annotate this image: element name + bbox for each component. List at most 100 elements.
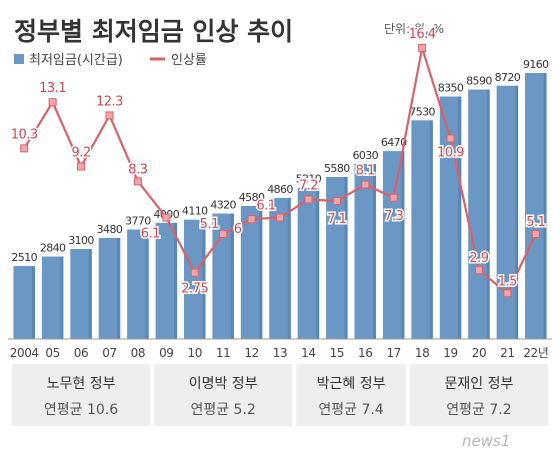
rate-marker [474, 266, 483, 275]
x-tick-label: 07 [102, 346, 116, 360]
rate-marker [503, 289, 512, 298]
bar [98, 237, 121, 339]
rate-marker [105, 111, 114, 120]
government-average: 연평균 5.2 [190, 402, 255, 418]
rate-marker [219, 230, 228, 238]
bar [13, 266, 35, 339]
rate-label: 5.1 [200, 217, 219, 232]
rate-label: 8.3 [128, 162, 147, 177]
bar-shade [287, 197, 291, 339]
bar-shade [429, 120, 433, 339]
rate-label: 6.1 [141, 227, 160, 242]
bar [70, 248, 92, 339]
bar-value-label: 3100 [68, 234, 94, 247]
government-average: 연평균 7.4 [318, 402, 383, 418]
rate-label: 10.3 [11, 127, 38, 142]
bar [297, 187, 320, 339]
bar [326, 176, 348, 339]
legend-bar-label: 최저임금(시간급) [29, 53, 123, 68]
government-panels [12, 364, 548, 426]
bar-shade [88, 248, 92, 339]
bar [155, 222, 178, 339]
bar [411, 120, 433, 339]
rate-label: 6.1 [256, 199, 275, 214]
bar-value-label: 5210 [296, 173, 322, 186]
bar-shade [60, 256, 64, 339]
line-series: 10.3 13.1 9.2 12.3 8.3 6.1 2.75 5.1 6 6.1 7.2 7.1 8.… [9, 25, 547, 298]
bar [240, 206, 263, 339]
bar-shade [259, 206, 263, 339]
rate-marker [133, 177, 142, 186]
bar [354, 163, 377, 339]
bar-shade [145, 229, 149, 339]
rate-label: 8.1 [356, 164, 375, 179]
bar-value-label: 3770 [125, 215, 151, 228]
bar-value-label: 7530 [409, 105, 435, 118]
bar-shade [202, 219, 206, 339]
x-tick-label: 11 [216, 346, 230, 360]
rate-marker [304, 195, 313, 204]
bar-shade [31, 266, 35, 339]
x-tick-label: 22년 [523, 346, 548, 360]
rate-marker [20, 144, 29, 153]
rate-marker [332, 197, 341, 206]
logo-text: news1 [462, 432, 510, 450]
rate-label: 13.1 [39, 81, 66, 96]
bar [468, 89, 490, 339]
bar-value-label: 2840 [40, 242, 66, 255]
bar-shade [117, 237, 121, 339]
bar-shade [515, 85, 519, 340]
x-tick-label: 20 [472, 346, 486, 360]
rate-marker [361, 180, 370, 189]
rate-label: 9.2 [71, 145, 90, 160]
government-panel [296, 364, 406, 426]
bar-shade [458, 96, 462, 339]
government-average: 연평균 10.6 [44, 402, 118, 418]
rate-label: 6 [234, 222, 242, 237]
rate-label: 12.3 [96, 94, 123, 109]
bar-value-label: 8720 [495, 71, 521, 84]
bar [41, 256, 64, 339]
bar-series [13, 73, 547, 340]
x-tick-label: 09 [159, 346, 173, 360]
rate-label: 2.75 [181, 282, 208, 297]
bar [127, 229, 149, 339]
x-tick-label: 21 [500, 346, 514, 360]
bar [496, 85, 519, 340]
x-tick-label: 19 [443, 346, 457, 360]
bar-value-label: 8350 [438, 82, 464, 95]
government-name: 박근혜 정부 [317, 376, 386, 392]
government-name: 노무현 정부 [47, 376, 116, 392]
chart-title: 정부별 최저임금 인상 추이 [14, 17, 293, 46]
rate-label: 7.1 [327, 212, 346, 227]
bar-shade [316, 187, 320, 339]
bar-value-label: 4320 [210, 199, 236, 212]
x-tick-label: 16 [358, 346, 372, 360]
x-tick-label: 06 [74, 346, 88, 360]
x-tick-label: 05 [45, 346, 59, 360]
rate-marker [531, 230, 540, 238]
x-axis-labels: 2004 05 06 07 08 09 10 11 12 13 14 15 16 17 18 19 20 21 22… [10, 346, 549, 360]
x-tick-label: 12 [244, 346, 258, 360]
legend-line-label: 인상률 [171, 53, 207, 68]
bar-value-label: 4110 [182, 205, 208, 218]
x-tick-label: 08 [131, 346, 145, 360]
bar-shade [401, 151, 405, 339]
rate-marker [162, 213, 171, 222]
bar [439, 96, 462, 339]
bar-value-label: 4580 [239, 191, 265, 204]
rate-marker [446, 134, 455, 143]
bar [525, 73, 547, 339]
rate-label: 7.3 [384, 209, 403, 224]
bar [382, 151, 405, 339]
rate-label: 1.5 [498, 274, 517, 289]
rate-marker [190, 268, 199, 277]
rate-marker [418, 43, 427, 52]
bar-shade [230, 213, 234, 339]
government-name: 이명박 정부 [189, 376, 258, 392]
rate-label: 10.9 [437, 145, 464, 160]
news1-logo: news1 [462, 432, 510, 450]
bar-value-label: 6030 [352, 149, 378, 162]
x-tick-label: 18 [415, 346, 429, 360]
